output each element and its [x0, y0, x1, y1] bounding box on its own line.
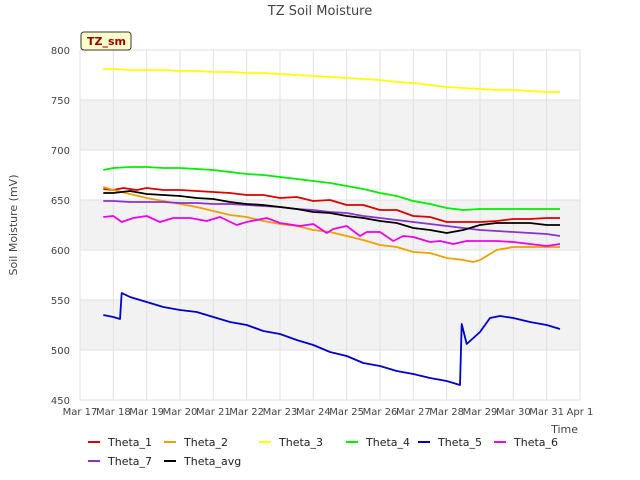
- legend-item-theta-avg: Theta_avg: [164, 455, 241, 468]
- x-tick-label: Mar 19: [129, 407, 164, 418]
- legend-label: Theta_1: [107, 436, 152, 449]
- x-tick-label: Mar 26: [363, 407, 398, 418]
- tz-sm-badge: TZ_sm: [80, 31, 132, 51]
- chart-title: TZ Soil Moisture: [267, 4, 373, 19]
- band-600: [80, 200, 580, 250]
- series-line-theta-5: [103, 292, 561, 386]
- x-tick-label: Apr 1: [567, 407, 594, 418]
- x-tick-label: Mar 25: [329, 407, 364, 418]
- y-tick-label: 650: [51, 196, 70, 207]
- y-tick-label: 600: [51, 246, 70, 257]
- x-tick-label: Mar 29: [463, 407, 498, 418]
- x-tick-label: Mar 21: [196, 407, 231, 418]
- x-tick-label: Mar 17: [63, 407, 98, 418]
- x-tick-label: Mar 28: [429, 407, 464, 418]
- x-axis-label: Time: [550, 423, 578, 436]
- legend-item-theta-4: Theta_4: [346, 436, 410, 449]
- legend-item-theta-6: Theta_6: [494, 436, 558, 449]
- y-axis-label: Soil Moisture (mV): [7, 175, 20, 276]
- series-line-theta-7: [103, 200, 561, 237]
- x-tick-label: Mar 22: [229, 407, 264, 418]
- legend: Theta_1 Theta_2 Theta_3 Theta_4 Theta_5 Theta…: [88, 436, 558, 468]
- x-tick-label: Mar 20: [163, 407, 198, 418]
- legend-item-theta-7: Theta_7: [88, 455, 152, 468]
- x-tick-label: Mar 23: [263, 407, 298, 418]
- background-bands: [80, 100, 580, 350]
- legend-label: Theta_2: [183, 436, 228, 449]
- series-line-theta-1: [103, 187, 560, 223]
- x-tick-label: Mar 24: [296, 407, 331, 418]
- series-line-theta-3: [103, 68, 560, 93]
- y-tick-labels: 450 500 550 600 650 700 750 800: [51, 46, 70, 407]
- y-tick-label: 550: [51, 296, 70, 307]
- y-tick-label: 450: [51, 396, 70, 407]
- legend-item-theta-5: Theta_5: [418, 436, 482, 449]
- series-line-theta-4: [103, 166, 560, 211]
- series-line-theta-6: [103, 215, 561, 247]
- y-tick-label: 700: [51, 146, 70, 157]
- legend-label: Theta_avg: [183, 455, 241, 468]
- x-tick-label: Mar 31: [529, 407, 564, 418]
- y-tick-label: 750: [51, 96, 70, 107]
- x-tick-label: Mar 18: [96, 407, 131, 418]
- x-tick-label: Mar 30: [496, 407, 531, 418]
- y-tick-label: 800: [51, 46, 70, 57]
- legend-label: Theta_5: [437, 436, 482, 449]
- y-tick-label: 500: [51, 346, 70, 357]
- legend-item-theta-2: Theta_2: [164, 436, 228, 449]
- tz-sm-badge-label: TZ_sm: [87, 35, 126, 48]
- band-700: [80, 100, 580, 150]
- legend-label: Theta_3: [278, 436, 323, 449]
- legend-label: Theta_7: [107, 455, 152, 468]
- legend-item-theta-3: Theta_3: [259, 436, 323, 449]
- band-500: [80, 300, 580, 350]
- legend-item-theta-1: Theta_1: [88, 436, 152, 449]
- series-line-theta-avg: [103, 190, 560, 234]
- x-tick-label: Mar 27: [396, 407, 431, 418]
- series-lines: [103, 68, 561, 386]
- legend-label: Theta_6: [513, 436, 558, 449]
- legend-label: Theta_4: [365, 436, 410, 449]
- grid-lines: [79, 49, 581, 401]
